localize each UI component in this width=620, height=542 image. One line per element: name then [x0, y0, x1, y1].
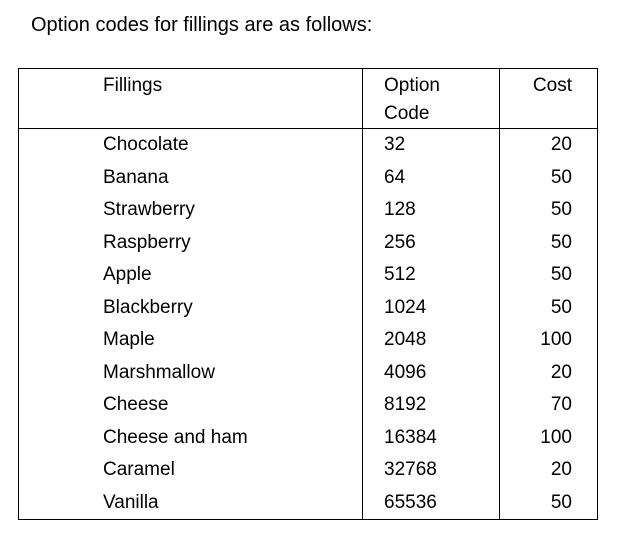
option-code: 65536	[362, 486, 500, 520]
table-row: Apple 512 50	[18, 259, 598, 292]
header-option-code: Option Code	[362, 68, 500, 129]
header-cost: Cost	[499, 68, 598, 129]
option-code: 1024	[362, 291, 500, 324]
cost-value: 20	[499, 128, 598, 162]
cost-value: 50	[499, 194, 598, 227]
table-row: Caramel 32768 20	[18, 454, 598, 487]
table-row: Strawberry 128 50	[18, 194, 598, 227]
cost-value: 50	[499, 291, 598, 324]
filling-name: Marshmallow	[18, 356, 363, 389]
option-code: 16384	[362, 421, 500, 454]
option-code: 32	[362, 128, 500, 162]
cost-value: 50	[499, 259, 598, 292]
option-code: 8192	[362, 389, 500, 422]
filling-name: Banana	[18, 161, 363, 194]
option-code: 64	[362, 161, 500, 194]
table-row: Cheese 8192 70	[18, 389, 598, 422]
table-row: Banana 64 50	[18, 161, 598, 194]
option-code: 256	[362, 226, 500, 259]
cost-value: 50	[499, 486, 598, 520]
table-row: Chocolate 32 20	[18, 128, 598, 162]
filling-name: Chocolate	[18, 128, 363, 162]
table-row: Vanilla 65536 50	[18, 486, 598, 520]
filling-name: Raspberry	[18, 226, 363, 259]
option-code: 2048	[362, 324, 500, 357]
option-code: 512	[362, 259, 500, 292]
table-header-row: Fillings Option Code Cost	[18, 68, 598, 129]
filling-name: Blackberry	[18, 291, 363, 324]
cost-value: 100	[499, 421, 598, 454]
table-row: Cheese and ham 16384 100	[18, 421, 598, 454]
filling-name: Strawberry	[18, 194, 363, 227]
filling-name: Cheese	[18, 389, 363, 422]
header-option-code-line1: Option	[384, 75, 440, 96]
cost-value: 50	[499, 161, 598, 194]
option-code: 4096	[362, 356, 500, 389]
filling-name: Cheese and ham	[18, 421, 363, 454]
header-option-code-line2: Code	[384, 103, 430, 124]
table-row: Maple 2048 100	[18, 324, 598, 357]
table-row: Marshmallow 4096 20	[18, 356, 598, 389]
table-row: Blackberry 1024 50	[18, 291, 598, 324]
option-code: 128	[362, 194, 500, 227]
option-code: 32768	[362, 454, 500, 487]
fillings-table: Fillings Option Code Cost Chocolate 32 2…	[18, 68, 598, 520]
header-fillings: Fillings	[18, 68, 363, 129]
intro-text: Option codes for fillings are as follows…	[31, 14, 373, 36]
cost-value: 20	[499, 454, 598, 487]
filling-name: Apple	[18, 259, 363, 292]
cost-value: 100	[499, 324, 598, 357]
filling-name: Vanilla	[18, 486, 363, 520]
cost-value: 50	[499, 226, 598, 259]
cost-value: 20	[499, 356, 598, 389]
filling-name: Caramel	[18, 454, 363, 487]
cost-value: 70	[499, 389, 598, 422]
table-row: Raspberry 256 50	[18, 226, 598, 259]
filling-name: Maple	[18, 324, 363, 357]
